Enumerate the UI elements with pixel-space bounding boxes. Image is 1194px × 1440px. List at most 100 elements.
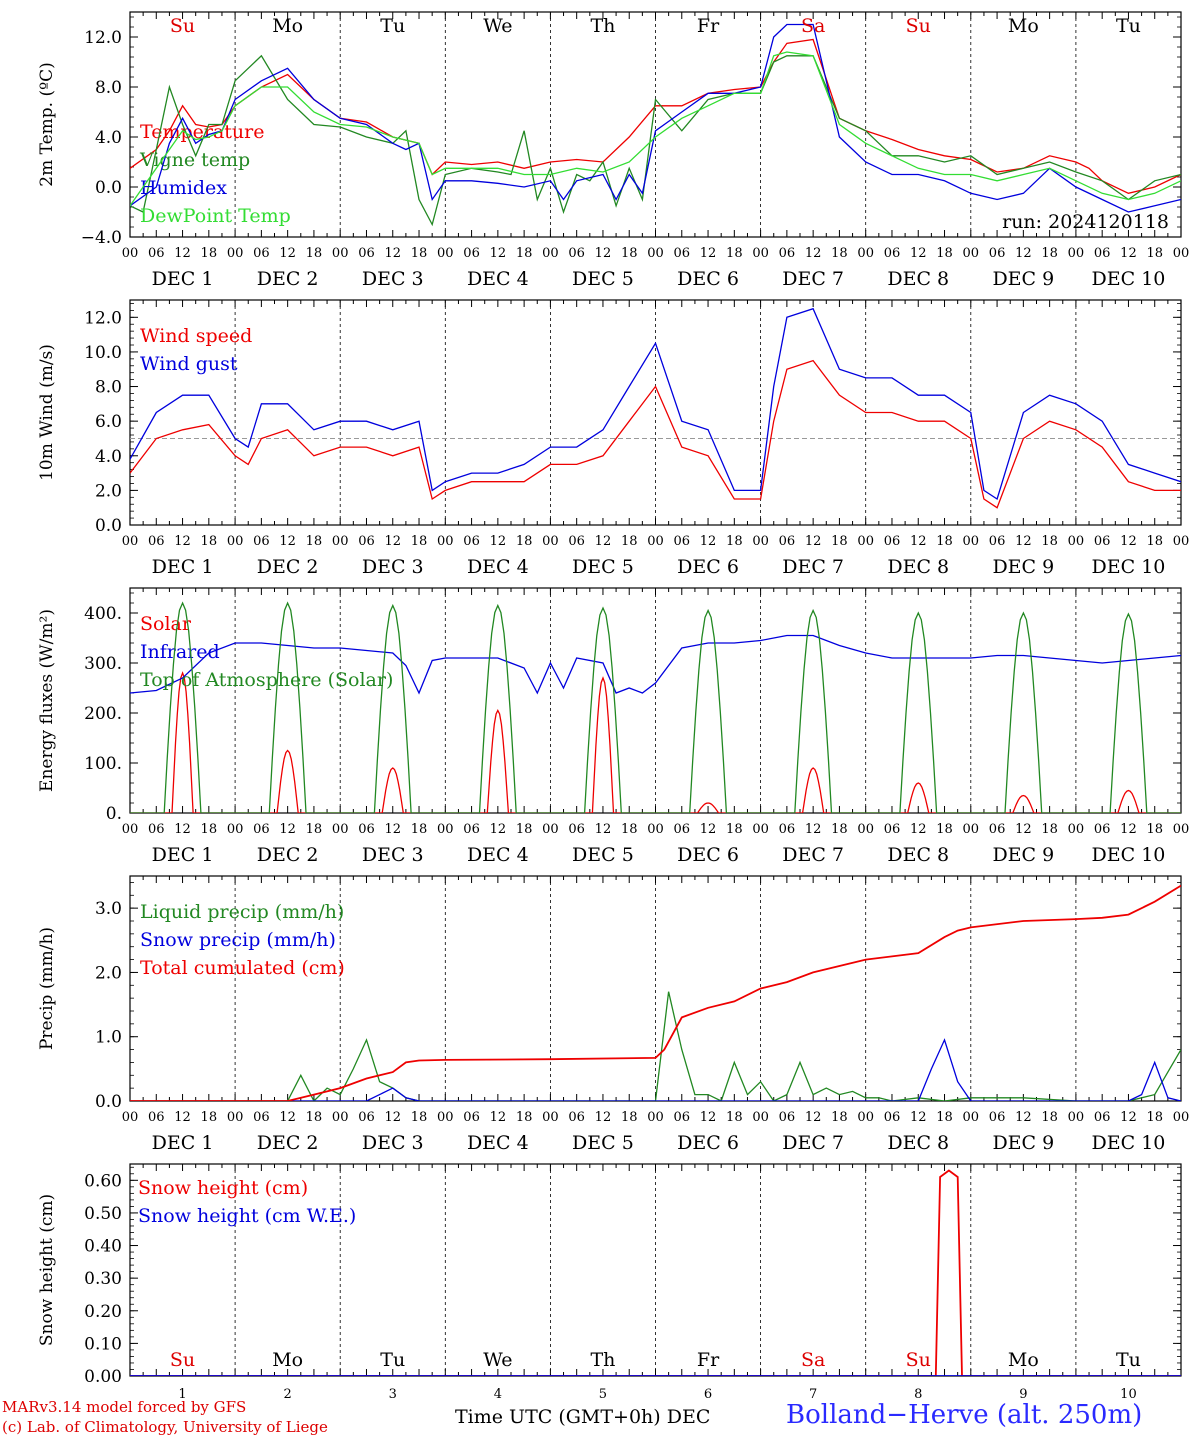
date-label: DEC 2: [257, 556, 319, 578]
hour-label: 18: [201, 534, 218, 549]
weekday-label: Tu: [1116, 1349, 1141, 1371]
series-line-energy-0: [130, 671, 1181, 813]
date-label: DEC 3: [362, 556, 424, 578]
hour-label: 06: [779, 1110, 796, 1125]
hour-label: 06: [148, 534, 165, 549]
hour-label: 06: [1094, 534, 1111, 549]
hour-label: 12: [595, 822, 612, 837]
hour-label: 06: [568, 822, 585, 837]
hour-label: 00: [963, 1110, 980, 1125]
date-label: DEC 3: [362, 844, 424, 866]
weekday-label: Su: [906, 15, 931, 37]
legend-entry: Vigne temp: [139, 149, 250, 171]
hour-label: 12: [384, 822, 401, 837]
y-tick-label: 0.: [106, 804, 122, 824]
hour-label: 18: [516, 246, 533, 261]
date-number: 4: [494, 1387, 502, 1402]
hour-label: 18: [621, 246, 638, 261]
hour-label: 06: [989, 1110, 1006, 1125]
hour-label: 12: [279, 822, 296, 837]
date-label: DEC 9: [992, 844, 1054, 866]
date-label: DEC 6: [677, 1132, 739, 1154]
hour-label: 18: [936, 822, 953, 837]
date-label: DEC 7: [782, 556, 844, 578]
hour-label: 00: [227, 246, 244, 261]
series-line-wind-0: [130, 359, 1181, 509]
y-axis-title: 10m Wind (m/s): [37, 344, 57, 481]
y-axis-title: Energy fluxes (W/m²): [37, 609, 57, 792]
hour-label: 12: [174, 246, 191, 261]
y-tick-label: 0.0: [95, 178, 122, 198]
date-label: DEC 6: [677, 268, 739, 290]
hour-label: 12: [384, 534, 401, 549]
hour-label: 06: [884, 822, 901, 837]
date-label: DEC 9: [992, 268, 1054, 290]
y-tick-label: −4.0: [81, 228, 122, 248]
date-label: DEC 7: [782, 1132, 844, 1154]
hour-label: 06: [358, 534, 375, 549]
panel-energy: 0. 100. 200. 300. 400. Energy fluxes (W/m²) So…: [37, 587, 1189, 866]
hour-label: 06: [674, 534, 691, 549]
run-label: run: 2024120118: [1002, 211, 1169, 233]
hour-label: 18: [516, 1110, 533, 1125]
hour-label: 18: [1146, 1110, 1163, 1125]
hour-label: 00: [857, 822, 874, 837]
hour-label: 12: [279, 1110, 296, 1125]
y-tick-label: 8.0: [95, 78, 122, 98]
hour-label: 18: [831, 246, 848, 261]
hour-label: 00: [647, 1110, 664, 1125]
hour-label: 00: [542, 534, 559, 549]
hour-label: 12: [1015, 1110, 1032, 1125]
legend-entry: Infrared: [140, 641, 220, 663]
date-label: DEC 2: [257, 844, 319, 866]
hour-label: 18: [201, 1110, 218, 1125]
date-label: DEC 1: [152, 1132, 214, 1154]
hour-label: 06: [253, 246, 270, 261]
hour-label: 00: [752, 822, 769, 837]
hour-label: 00: [437, 534, 454, 549]
hour-label: 06: [358, 1110, 375, 1125]
y-axis-title: Precip (mm/h): [37, 927, 57, 1050]
hour-label: 12: [490, 534, 507, 549]
hour-label: 00: [122, 822, 139, 837]
weekday-label: Su: [170, 15, 195, 37]
model-credit: MARv3.14 model forced by GFS: [2, 1398, 247, 1416]
panel-temp: −4.0 0.0 4.0 8.0 12.0 2m Temp. (ºC) Temperatur…: [37, 11, 1189, 290]
series-line-energy-2: [130, 601, 1181, 813]
weekday-label: Mo: [1008, 1349, 1039, 1371]
date-label: DEC 1: [152, 844, 214, 866]
hour-label: 06: [463, 246, 480, 261]
y-tick-label: 0.50: [84, 1204, 122, 1224]
hour-label: 18: [726, 534, 743, 549]
panel-precip: 0.0 1.0 2.0 3.0 Precip (mm/h) Liquid precip (…: [37, 875, 1189, 1154]
hour-label: 12: [174, 1110, 191, 1125]
date-label: DEC 8: [887, 556, 949, 578]
y-tick-label: 8.0: [95, 378, 122, 398]
panel-frame: [129, 11, 1182, 238]
y-tick-label: 200.: [84, 704, 122, 724]
date-number: 5: [599, 1387, 607, 1402]
date-label: DEC 4: [467, 844, 529, 866]
legend-entry: Temperature: [140, 121, 264, 143]
hour-label: 06: [989, 246, 1006, 261]
hour-label: 18: [726, 822, 743, 837]
panel-wind: 0.0 2.0 4.0 6.0 8.0 10.0 12.0 10m Wind (m/s) Win…: [37, 299, 1189, 578]
y-tick-label: 0.40: [84, 1237, 122, 1257]
series-line-temp-2: [130, 23, 1181, 213]
date-label: DEC 6: [677, 844, 739, 866]
y-tick-label: 12.0: [84, 308, 122, 328]
date-number: 1: [178, 1387, 186, 1402]
date-number: 6: [704, 1387, 712, 1402]
hour-label: 12: [595, 534, 612, 549]
hour-label: 00: [752, 1110, 769, 1125]
hour-label: 18: [936, 534, 953, 549]
hour-label: 06: [1094, 1110, 1111, 1125]
date-label: DEC 10: [1092, 1132, 1166, 1154]
date-number: 8: [914, 1387, 922, 1402]
date-label: DEC 5: [572, 844, 634, 866]
y-tick-label: 100.: [84, 754, 122, 774]
date-label: DEC 1: [152, 556, 214, 578]
weekday-label: Fr: [697, 15, 720, 37]
date-label: DEC 2: [257, 1132, 319, 1154]
